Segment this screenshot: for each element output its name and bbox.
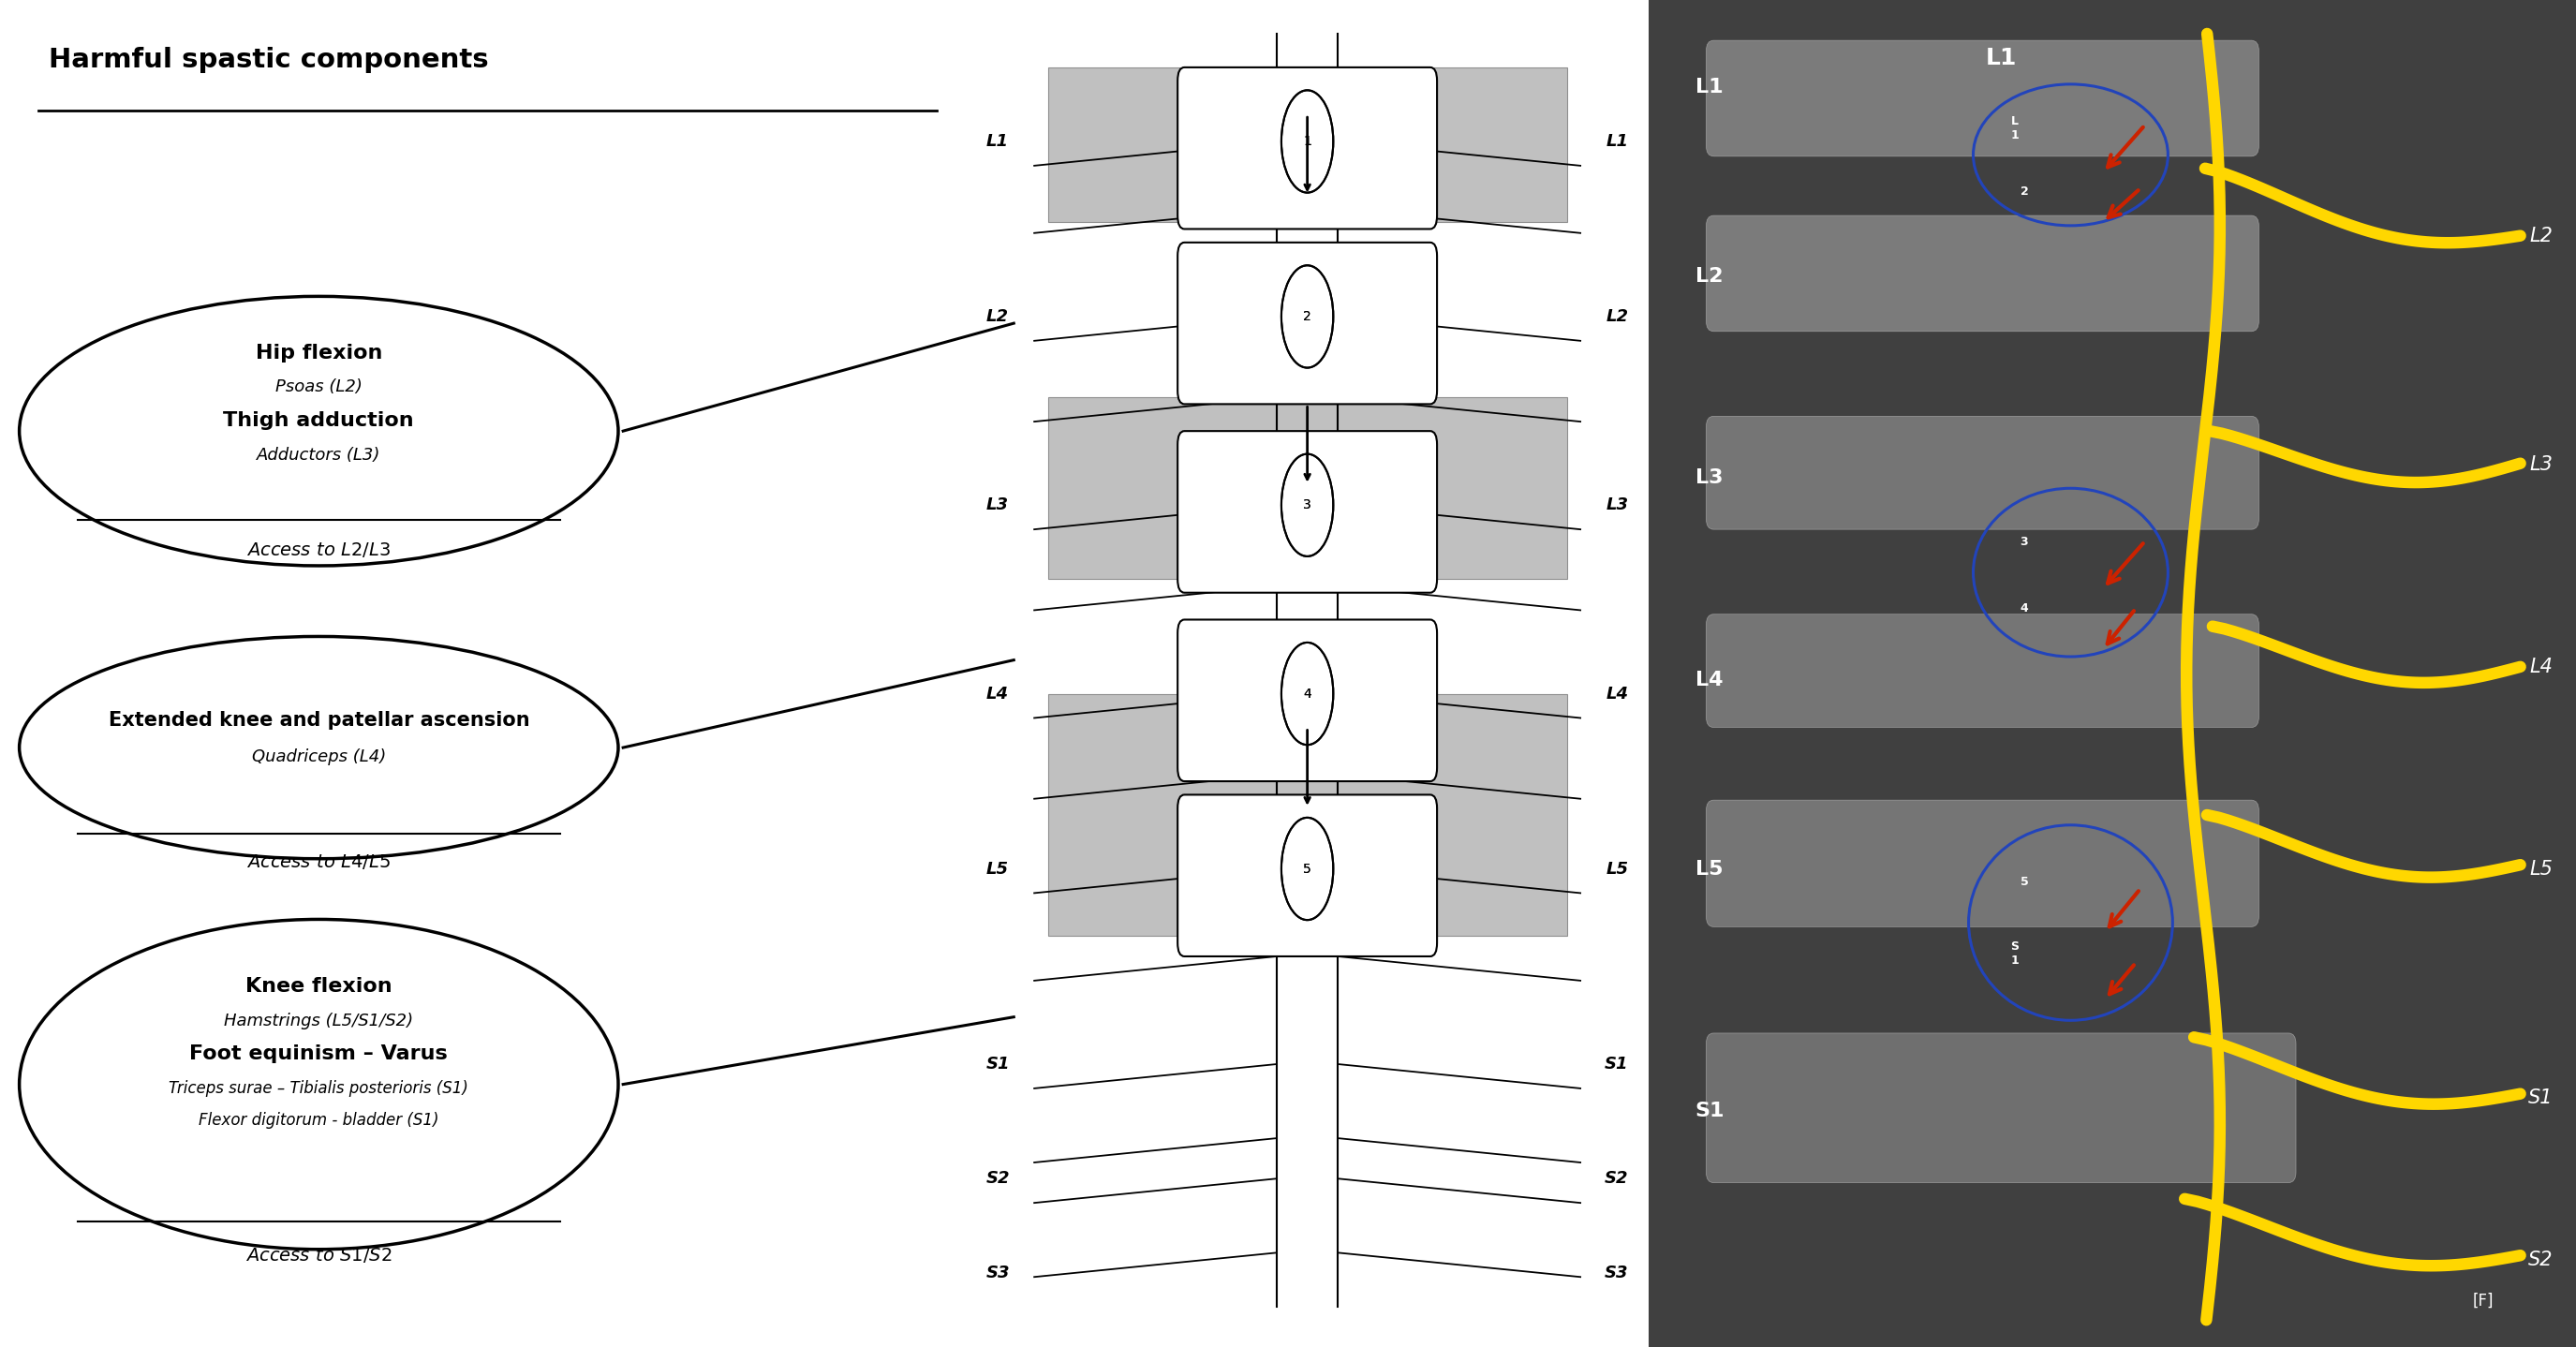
Text: L
1: L 1 xyxy=(2012,114,2020,141)
Text: L5: L5 xyxy=(987,861,1010,877)
FancyBboxPatch shape xyxy=(1705,1033,2295,1183)
Bar xyxy=(1048,694,1566,936)
Text: Psoas (L2): Psoas (L2) xyxy=(276,379,363,395)
Text: Quadriceps (L4): Quadriceps (L4) xyxy=(252,749,386,765)
Text: L5: L5 xyxy=(1605,861,1628,877)
Text: Triceps surae – Tibialis posterioris (S1): Triceps surae – Tibialis posterioris (S1… xyxy=(170,1080,469,1096)
Text: L4: L4 xyxy=(1605,686,1628,702)
FancyBboxPatch shape xyxy=(1705,416,2259,529)
Text: Harmful spastic components: Harmful spastic components xyxy=(49,47,489,73)
FancyBboxPatch shape xyxy=(1177,242,1437,404)
Text: 2: 2 xyxy=(1303,310,1311,323)
Text: L1: L1 xyxy=(1986,47,2017,70)
Text: L1: L1 xyxy=(987,133,1010,150)
FancyBboxPatch shape xyxy=(1177,67,1437,229)
Text: 2: 2 xyxy=(2020,185,2027,198)
Text: 1: 1 xyxy=(1303,135,1311,148)
Text: 5: 5 xyxy=(1303,862,1311,876)
Text: 4: 4 xyxy=(2020,602,2027,616)
FancyBboxPatch shape xyxy=(1177,620,1437,781)
Text: $\it{Access\ to\ }$$\mathbf{\it{S1/S2}}$: $\it{Access\ to\ }$$\mathbf{\it{S1/S2}}$ xyxy=(245,1246,392,1265)
FancyBboxPatch shape xyxy=(1705,614,2259,727)
Text: S2: S2 xyxy=(2527,1250,2553,1269)
Text: Foot equinism – Varus: Foot equinism – Varus xyxy=(191,1044,448,1063)
Text: Hamstrings (L5/S1/S2): Hamstrings (L5/S1/S2) xyxy=(224,1013,412,1029)
Text: Flexor digitorum - bladder (S1): Flexor digitorum - bladder (S1) xyxy=(198,1113,438,1129)
Text: L2: L2 xyxy=(987,308,1010,325)
Text: 4: 4 xyxy=(1303,687,1311,700)
Text: L4: L4 xyxy=(1695,671,1723,690)
FancyBboxPatch shape xyxy=(1177,795,1437,956)
Text: S1: S1 xyxy=(1695,1102,1723,1121)
Text: [F]: [F] xyxy=(2473,1292,2494,1309)
Text: L4: L4 xyxy=(987,686,1010,702)
Text: $\it{Access\ to\ }$$\mathbf{\it{L4/L5}}$: $\it{Access\ to\ }$$\mathbf{\it{L4/L5}}$ xyxy=(247,853,392,872)
Text: Extended knee and patellar ascension: Extended knee and patellar ascension xyxy=(108,711,531,730)
FancyBboxPatch shape xyxy=(1177,431,1437,593)
Text: Adductors (L3): Adductors (L3) xyxy=(258,447,381,463)
Text: L5: L5 xyxy=(1695,859,1723,878)
Text: L2: L2 xyxy=(2530,226,2553,245)
Bar xyxy=(1048,67,1566,222)
Text: L2: L2 xyxy=(1605,308,1628,325)
Bar xyxy=(1048,397,1566,579)
Text: S1: S1 xyxy=(987,1056,1010,1072)
Text: L3: L3 xyxy=(1605,497,1628,513)
Text: 5: 5 xyxy=(2020,876,2027,889)
Text: S3: S3 xyxy=(987,1265,1010,1281)
Text: L2: L2 xyxy=(1695,267,1723,286)
FancyBboxPatch shape xyxy=(1705,216,2259,331)
Text: Knee flexion: Knee flexion xyxy=(245,977,392,995)
Text: S1: S1 xyxy=(1605,1056,1628,1072)
Text: S
1: S 1 xyxy=(2012,940,2020,967)
Text: 4: 4 xyxy=(1303,687,1311,700)
Text: 3: 3 xyxy=(2020,535,2027,548)
Text: L4: L4 xyxy=(2530,657,2553,676)
Text: $\it{Access\ to\ }$$\mathbf{\it{L2/L3}}$: $\it{Access\ to\ }$$\mathbf{\it{L2/L3}}$ xyxy=(247,540,392,559)
Text: S3: S3 xyxy=(1605,1265,1628,1281)
Text: 2: 2 xyxy=(1303,310,1311,323)
FancyBboxPatch shape xyxy=(1705,40,2259,156)
Text: L3: L3 xyxy=(1695,469,1723,488)
Text: L3: L3 xyxy=(2530,455,2553,474)
Text: 1: 1 xyxy=(1303,135,1311,148)
Text: S2: S2 xyxy=(1605,1171,1628,1187)
Text: 3: 3 xyxy=(1303,498,1311,512)
Text: Hip flexion: Hip flexion xyxy=(255,343,381,362)
Text: S2: S2 xyxy=(987,1171,1010,1187)
Text: L5: L5 xyxy=(2530,859,2553,878)
Text: L1: L1 xyxy=(1605,133,1628,150)
Text: Thigh adduction: Thigh adduction xyxy=(224,411,415,430)
Text: 3: 3 xyxy=(1303,498,1311,512)
Text: 5: 5 xyxy=(1303,862,1311,876)
FancyBboxPatch shape xyxy=(1705,800,2259,927)
Text: L3: L3 xyxy=(987,497,1010,513)
Text: S1: S1 xyxy=(2527,1088,2553,1107)
Text: L1: L1 xyxy=(1695,78,1723,97)
